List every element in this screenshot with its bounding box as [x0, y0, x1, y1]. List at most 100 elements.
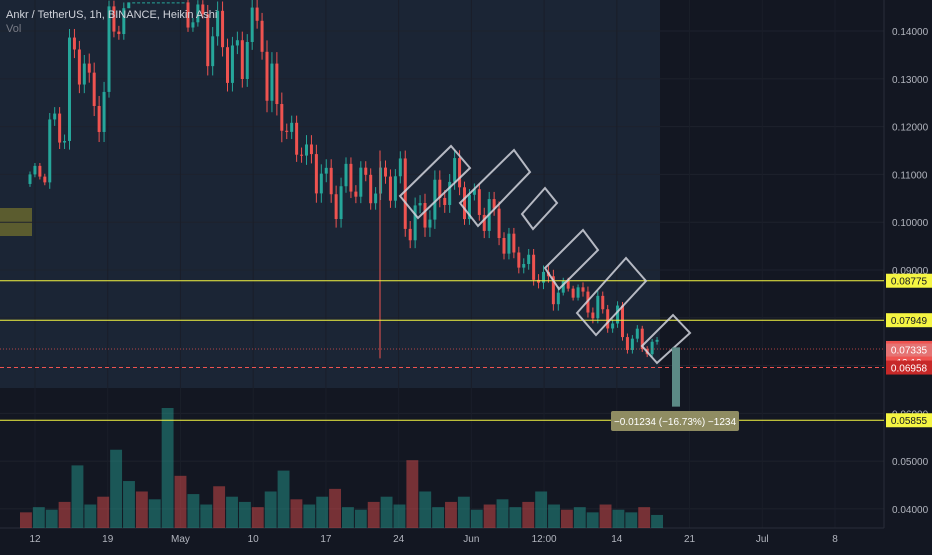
candle-body [581, 287, 585, 292]
candle-body [344, 163, 348, 187]
candle-body [221, 10, 225, 48]
volume-bar [71, 465, 84, 528]
candle-body [156, 2, 160, 4]
volume-bar [110, 449, 123, 528]
price-tag [886, 360, 932, 375]
candle-body [171, 2, 175, 4]
volume-bar [200, 504, 213, 528]
candle-body [616, 305, 620, 324]
candle-body [408, 228, 412, 241]
candle-body [625, 337, 629, 350]
volume-bar [496, 499, 509, 528]
volume-bar [470, 509, 483, 528]
candle-body [556, 292, 560, 305]
volume-bar [367, 501, 380, 528]
candle-body [428, 219, 432, 228]
candle-body [235, 40, 239, 46]
volume-bar [32, 507, 45, 528]
y-tick-label: 0.14000 [892, 27, 929, 38]
x-tick-label: 10 [248, 534, 260, 545]
candle-body [566, 280, 570, 289]
measure-label: −0.01234 (−16.73%) −1234 [614, 417, 736, 428]
candle-body [53, 113, 57, 120]
candle-body [186, 2, 190, 28]
candle-body [601, 295, 605, 310]
candle-body [87, 63, 91, 73]
candle-body [349, 163, 353, 192]
candle-body [102, 91, 106, 132]
candle-body [151, 2, 155, 4]
volume-bar [483, 504, 496, 528]
candle-body [201, 4, 205, 15]
candle-body [132, 2, 136, 4]
candle-body [354, 191, 358, 197]
volume-bar [251, 507, 264, 528]
y-tick-label: 0.04000 [892, 505, 929, 516]
volume-bar [123, 481, 135, 528]
candle-body [591, 312, 595, 319]
candle-body [166, 2, 170, 4]
x-tick-label: 24 [393, 534, 405, 545]
x-tick-label: May [171, 534, 190, 545]
level-tag [886, 413, 932, 428]
candle-body [280, 104, 284, 131]
volume-bar [560, 509, 573, 528]
candle-body [571, 288, 575, 298]
candle-body [403, 158, 407, 229]
candle-body [28, 174, 32, 184]
volume-bar [264, 491, 277, 528]
candle-body [72, 37, 76, 50]
candle-body [122, 8, 126, 35]
candle-body [137, 2, 141, 4]
candle-body [384, 167, 387, 177]
candle-body [82, 63, 86, 85]
candle-body [472, 189, 476, 195]
candle-body [142, 2, 146, 4]
candle-body [305, 144, 308, 156]
candle-body [611, 323, 615, 329]
candle-body [443, 197, 447, 205]
candle-body [290, 122, 294, 132]
channel-box [398, 144, 472, 220]
candle-body [630, 338, 634, 350]
candle-body [147, 2, 150, 4]
volume-bar [419, 491, 432, 528]
candle-body [329, 167, 333, 195]
candle-body [48, 119, 52, 183]
candle-body [596, 295, 600, 319]
candle-body [250, 7, 254, 42]
candle-body [191, 22, 195, 28]
candle-body [285, 130, 289, 132]
candle-body [112, 6, 116, 32]
candle-body [650, 341, 654, 355]
candle-body [467, 194, 471, 220]
candle-body [255, 7, 259, 21]
candle-body [309, 144, 313, 155]
y-tick-label: 0.13000 [892, 75, 929, 86]
candle-body [206, 14, 210, 67]
candle-body [211, 36, 215, 67]
volume-bar [303, 504, 316, 528]
candle-body [497, 208, 501, 239]
candle-body [300, 154, 304, 156]
candle-body [561, 280, 565, 293]
volume-bar [406, 460, 419, 528]
candle-body [107, 6, 111, 92]
candle-body [97, 106, 101, 132]
y-tick-label: 0.09000 [892, 266, 929, 277]
volume-bar [599, 504, 612, 528]
volume-bar [187, 494, 200, 528]
candle-body [161, 2, 165, 4]
candle-body [63, 140, 67, 143]
x-tick-label: 21 [684, 534, 696, 545]
candle-body [334, 194, 338, 220]
candle-body [127, 2, 131, 9]
candle-body [176, 2, 180, 4]
candle-body [393, 176, 397, 201]
candle-body [270, 63, 274, 101]
volume-bar [509, 507, 522, 528]
y-tick-label: 0.11000 [892, 170, 928, 181]
volume-bar [45, 509, 58, 528]
